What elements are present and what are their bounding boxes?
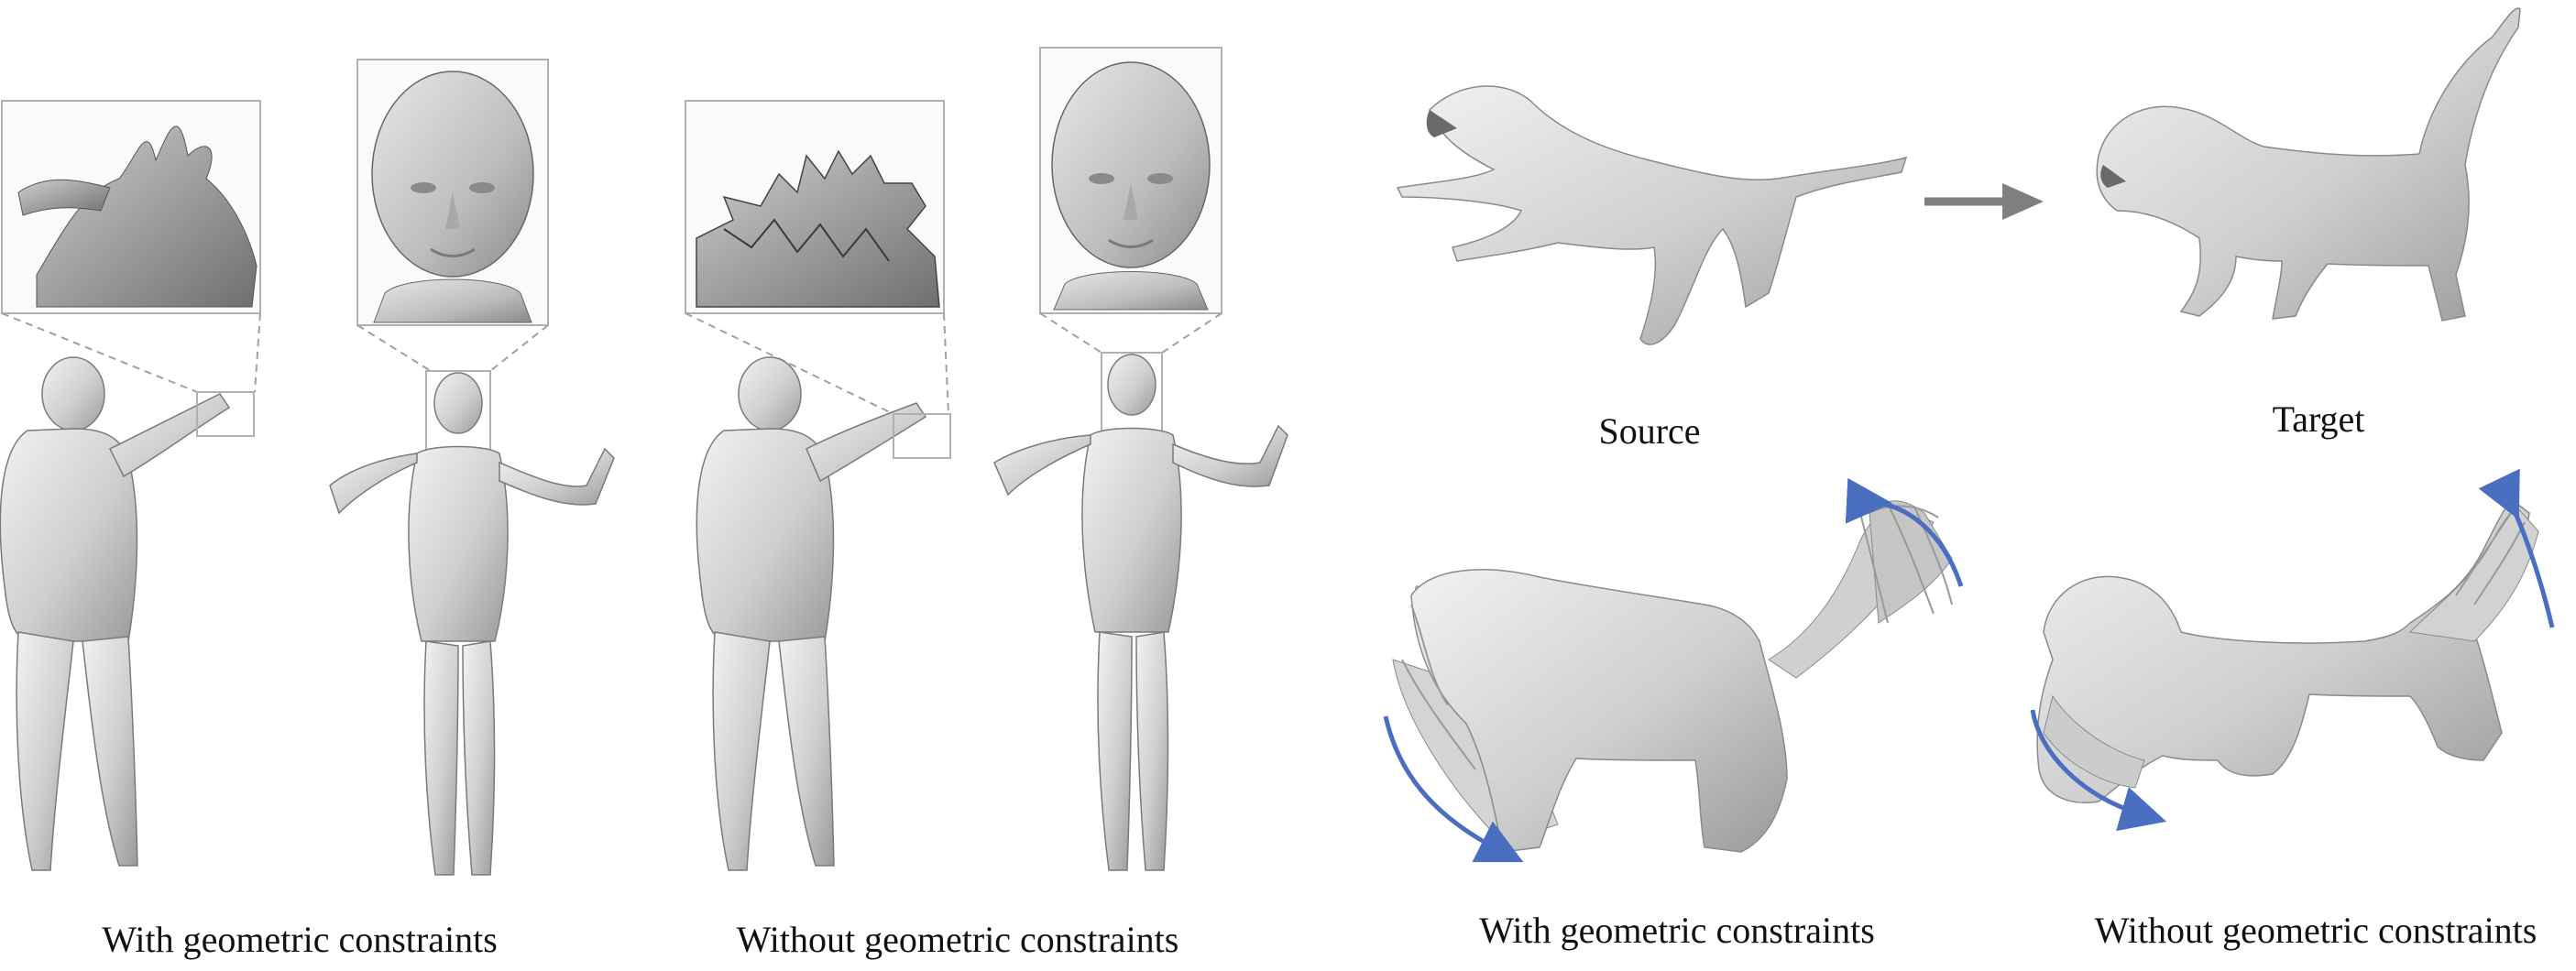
source-to-target-arrow [1924, 183, 2044, 220]
body-heavy-without-constraints [696, 356, 951, 871]
inset-head-without-constraints [1039, 47, 1222, 354]
tiger-with-constraints [1383, 477, 1964, 863]
caption-right-with-constraints: With geometric constraints [1479, 910, 1875, 951]
tiger-source [1396, 85, 1908, 345]
caption-left-without-constraints: Without geometric constraints [736, 919, 1179, 960]
tiger-target [2096, 7, 2521, 322]
inset-head-with-constraints [356, 59, 549, 372]
inset-hand-without-constraints [685, 100, 949, 415]
caption-left-with-constraints: With geometric constraints [102, 919, 498, 960]
body-slim-with-constraints [329, 370, 615, 876]
caption-right-without-constraints: Without geometric constraints [2094, 910, 2538, 951]
body-slim-without-constraints [993, 352, 1288, 871]
label-target: Target [2272, 398, 2365, 440]
inset-hand-with-constraints [1, 100, 261, 393]
tiger-without-constraints [2030, 468, 2555, 832]
label-source: Source [1598, 410, 1701, 452]
body-heavy-with-constraints [0, 356, 255, 871]
